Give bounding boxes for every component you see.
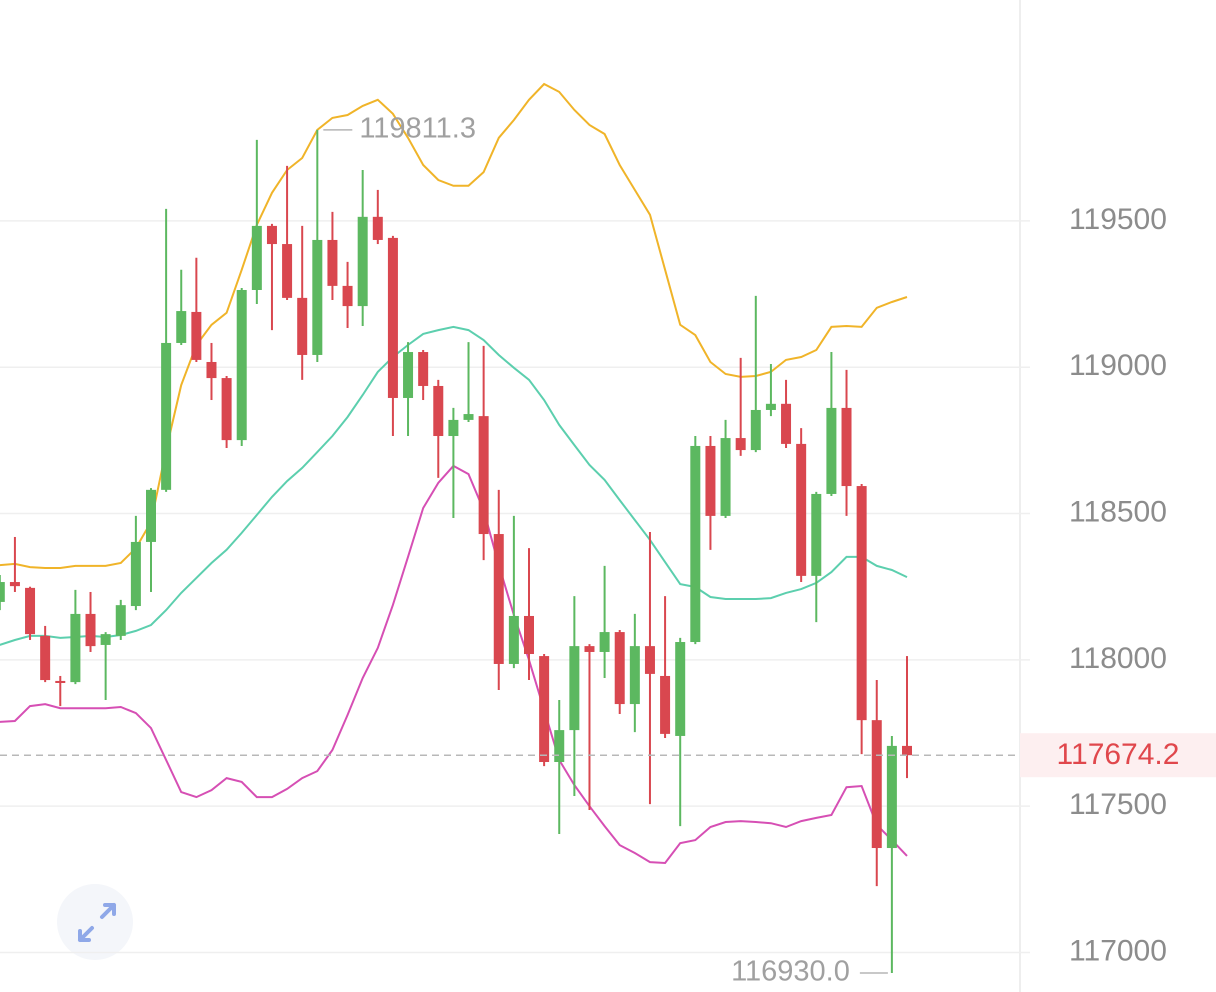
candle-body <box>599 632 610 652</box>
candle-body <box>55 680 66 683</box>
candle-body <box>130 541 141 607</box>
candle-body <box>902 745 912 756</box>
candle-body <box>660 675 671 734</box>
candle-body <box>478 416 489 535</box>
candle-body <box>871 720 882 849</box>
candle-body <box>765 403 776 410</box>
candle-body <box>750 409 761 451</box>
candle-body <box>796 443 807 576</box>
candle-body <box>508 615 519 664</box>
expand-button[interactable] <box>57 884 133 960</box>
candle-body <box>584 646 595 652</box>
candle-body <box>70 613 81 683</box>
candle-body <box>644 646 655 674</box>
candle-body <box>0 582 5 602</box>
candle-body <box>433 385 444 437</box>
last-price-tag <box>1020 733 1216 778</box>
y-tick-label: 118500 <box>1069 495 1167 528</box>
last-price-label: 117674.2 <box>1057 738 1180 771</box>
candle-body <box>176 311 187 343</box>
expand-icon <box>78 903 116 942</box>
candle-body <box>115 605 126 636</box>
candle-body <box>675 642 686 736</box>
candle-body <box>357 216 368 307</box>
candle-body <box>705 445 716 516</box>
candle-body <box>493 534 504 664</box>
expand-bg <box>57 884 133 960</box>
candle-body <box>554 730 565 762</box>
y-tick-label: 117000 <box>1069 934 1167 967</box>
candle-body <box>372 216 383 240</box>
candle-body <box>841 407 852 487</box>
candle-body <box>418 352 429 386</box>
y-tick-label: 119000 <box>1069 349 1167 382</box>
band-line <box>0 325 908 646</box>
y-tick-label: 119500 <box>1069 203 1167 236</box>
candle-body <box>327 239 338 286</box>
candle-body <box>569 646 580 731</box>
candle-body <box>9 582 20 587</box>
candle-body <box>690 445 701 643</box>
candle-body <box>886 745 897 849</box>
low-label: 116930.0 <box>731 956 850 988</box>
candle-body <box>85 613 96 647</box>
candle-body <box>463 414 474 420</box>
candle-body <box>312 239 323 355</box>
candle-body <box>25 587 36 635</box>
candle-body <box>297 297 308 355</box>
candle-body <box>221 378 232 441</box>
candle-body <box>720 438 731 516</box>
candle-body <box>342 285 353 307</box>
candle-body <box>161 342 172 490</box>
candle-body <box>206 361 217 379</box>
y-tick-label: 118000 <box>1069 642 1167 675</box>
candle-body <box>387 237 398 398</box>
high-label: 119811.3 <box>359 112 476 144</box>
candle-body <box>146 489 156 542</box>
candle-body <box>539 656 550 762</box>
candle-body <box>856 486 867 721</box>
candle-body <box>826 407 837 494</box>
candle-body <box>251 225 262 290</box>
candle-body <box>781 403 792 444</box>
candle-body <box>282 244 293 298</box>
candle-body <box>448 419 459 437</box>
candle-body <box>191 311 202 360</box>
candle-body <box>403 352 414 398</box>
candle-body <box>629 646 640 705</box>
candle-body <box>40 635 51 681</box>
candle-body <box>811 493 822 576</box>
candle-body <box>524 615 534 655</box>
candle-body <box>236 289 247 441</box>
y-tick-label: 117500 <box>1069 788 1167 821</box>
candle-body <box>100 634 111 645</box>
candle-body <box>614 632 625 705</box>
candle-body <box>266 225 277 245</box>
candle-body <box>735 438 746 451</box>
